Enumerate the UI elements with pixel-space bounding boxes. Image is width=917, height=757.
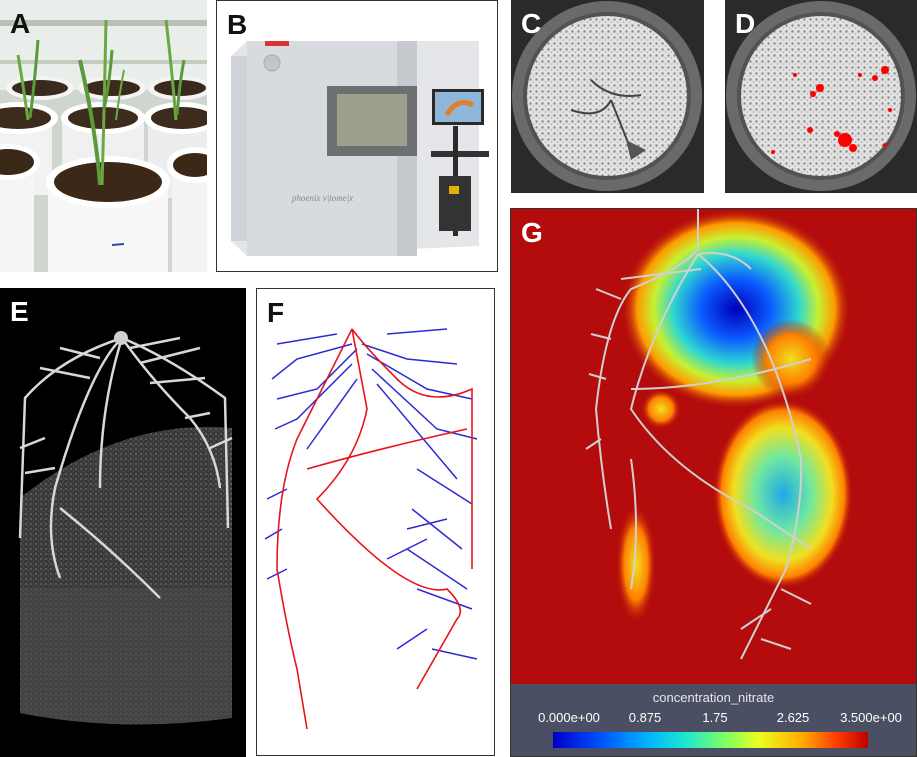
panel-g-nitrate-simulation: G concentration_nitrate 0.000e+00 0.875 … [510,208,917,757]
colorbar-tick-0: 0.000e+00 [538,710,600,725]
greenhouse-pots-illustration [0,0,207,272]
panel-e-label: E [10,296,29,327]
primary-roots [276,328,473,730]
colorbar-title: concentration_nitrate [652,690,775,705]
ct-slice-illustration [512,1,702,191]
panel-g-label: G [521,217,543,248]
ct-slice-segmented-illustration [726,1,916,191]
lateral-roots [264,328,478,660]
ct-scanner-illustration: phoenix v|tome|x [231,41,489,256]
colorbar-tick-3: 2.625 [776,710,810,725]
panel-a-greenhouse-photo: A [0,0,207,272]
colorbar-tick-4: 3.500e+00 [840,710,902,725]
panel-d-label: D [735,8,756,39]
panel-b-ct-scanner-photo: phoenix v|tome|x B [216,0,498,272]
root-mask-overlay [771,66,892,154]
root-system-rendering [18,336,233,599]
panel-c-ct-slice: C [511,0,704,193]
3d-root-rendering-illustration [18,331,233,725]
panel-e-3d-rendering: E [0,288,246,757]
colorbar-gradient [553,732,868,748]
colorbar-tick-2: 1.75 [702,710,728,725]
svg-text:phoenix v|tome|x: phoenix v|tome|x [291,193,353,203]
root-tracing-illustration [264,328,478,730]
panel-d-ct-slice-segmented: D [725,0,917,193]
panel-b-label: B [227,9,248,40]
root-overlay [585,209,812,660]
nitrate-field-plot [511,209,916,684]
panel-f-label: F [267,297,285,328]
colorbar-tick-1: 0.875 [628,710,662,725]
panel-f-root-tracing: F [256,288,495,756]
panel-c-label: C [521,8,542,39]
panel-a-label: A [10,8,31,39]
nitrate-colorbar: concentration_nitrate 0.000e+00 0.875 1.… [511,684,916,756]
